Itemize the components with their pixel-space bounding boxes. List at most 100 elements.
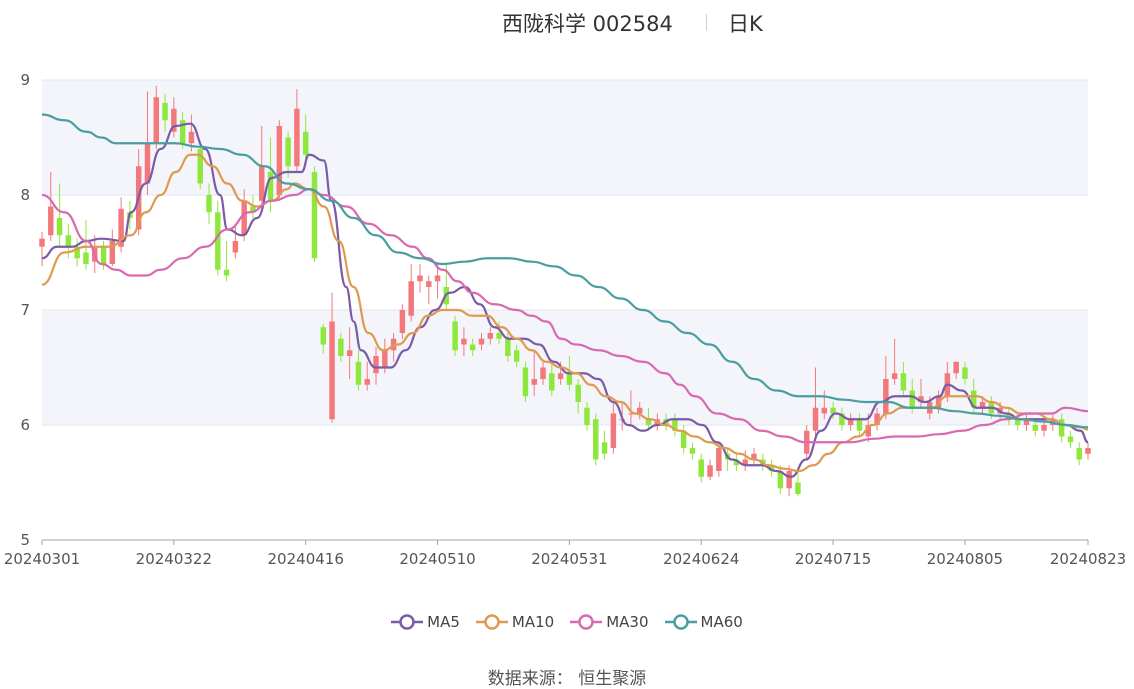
candle-body [874, 413, 880, 425]
candle-body [206, 195, 212, 213]
candle-body [162, 103, 168, 121]
candle-body [584, 407, 590, 425]
candle-body [839, 413, 845, 425]
y-tick-label: 9 [20, 71, 30, 89]
candle-body [373, 356, 379, 374]
candle-body [48, 206, 54, 236]
legend-item-ma30[interactable]: MA30 [570, 612, 649, 632]
candle-body [856, 419, 863, 431]
candle-body [786, 471, 792, 489]
candle-body [891, 373, 898, 379]
candle-body [469, 344, 476, 351]
candle-body [223, 269, 230, 276]
candle-body [1085, 448, 1091, 454]
candle-body [39, 238, 45, 247]
y-tick-label: 6 [20, 416, 30, 434]
candle-body [540, 367, 546, 379]
candle-body [56, 218, 63, 236]
candle-body [83, 252, 89, 264]
candle-body [171, 108, 177, 132]
x-tick-label: 20240805 [927, 550, 1003, 568]
legend-item-ma10[interactable]: MA10 [475, 612, 555, 632]
candle-body [267, 172, 274, 201]
candle-body [1041, 425, 1047, 431]
candle-body [645, 419, 652, 425]
candle-body [478, 338, 485, 345]
candle-body [680, 430, 687, 448]
candle-body [382, 350, 388, 368]
candle-body [698, 459, 704, 477]
legend-item-ma5[interactable]: MA5 [391, 612, 460, 632]
candle-body [408, 281, 414, 316]
candle-body [285, 137, 291, 167]
candle-body [215, 212, 221, 270]
candle-body [549, 373, 555, 391]
candle-body [153, 97, 159, 144]
chart-period-label: 日K [728, 12, 763, 36]
candle-body [144, 143, 151, 184]
data-source-note: 数据来源： 恒生聚源 [487, 669, 647, 689]
legend-swatch-icon [391, 614, 424, 630]
y-tick-label: 5 [20, 531, 30, 549]
chart-title: 西陇科学 002584 [502, 12, 673, 36]
chart-legend: MA5 MA10 MA30 MA60 [0, 612, 1134, 632]
candle-body [294, 108, 300, 167]
candle-body [311, 172, 318, 259]
candle-body [100, 246, 107, 264]
candle-body [513, 350, 520, 362]
candle-body [830, 407, 836, 414]
candle-body [1058, 419, 1065, 437]
candle-body [900, 373, 907, 391]
legend-swatch-icon [475, 614, 508, 630]
candle-body [346, 350, 353, 356]
candle-body [302, 131, 309, 155]
candle-body [452, 321, 458, 351]
candle-body [821, 407, 828, 414]
candle-body [487, 333, 494, 339]
grid-band [42, 80, 1088, 195]
candle-body [689, 448, 696, 454]
x-tick-label: 20240823 [1050, 550, 1126, 568]
legend-swatch-icon [570, 614, 603, 630]
ma30-line [41, 188, 1089, 444]
legend-label: MA30 [606, 613, 649, 631]
candle-body [118, 208, 124, 247]
candle-body [1023, 419, 1030, 425]
candle-body [426, 281, 432, 287]
candle-body [65, 235, 72, 247]
candle-body [847, 419, 854, 425]
candle-body [751, 453, 757, 460]
candlestick-chart: 5 6 7 8 9 20240301 20240322 20240416 20240510 202… [4, 71, 1126, 568]
candle-body [742, 459, 748, 466]
candle-body [768, 465, 775, 471]
legend-item-ma60[interactable]: MA60 [664, 612, 743, 632]
candle-body [672, 419, 678, 431]
legend-label: MA10 [511, 613, 555, 631]
y-tick-label: 7 [20, 301, 30, 319]
x-tick-label: 20240715 [795, 550, 871, 568]
ma5-line [41, 122, 1089, 478]
candle-body [250, 206, 256, 213]
candle-body [777, 471, 784, 489]
candle-body [434, 275, 441, 282]
candle-body [329, 321, 335, 420]
candle-body [74, 246, 80, 259]
candle-body [505, 338, 511, 356]
candle-body [1067, 436, 1074, 443]
candle-body [1076, 448, 1082, 460]
candle-body [522, 367, 529, 397]
candle-body [962, 367, 968, 379]
chart-title-bar: 西陇科学 002584 日K [0, 8, 1134, 38]
candle-body [259, 166, 265, 201]
legend-label: MA5 [427, 613, 460, 631]
x-tick-label: 20240301 [4, 550, 80, 568]
candle-body [865, 425, 871, 437]
candle-body [716, 448, 722, 471]
candle-body [795, 482, 801, 494]
candle-body [197, 149, 203, 184]
x-tick-label: 20240624 [663, 550, 739, 568]
candle-body [320, 327, 327, 345]
candle-body [399, 310, 406, 333]
candle-body [338, 338, 344, 356]
candle-body [971, 390, 977, 408]
